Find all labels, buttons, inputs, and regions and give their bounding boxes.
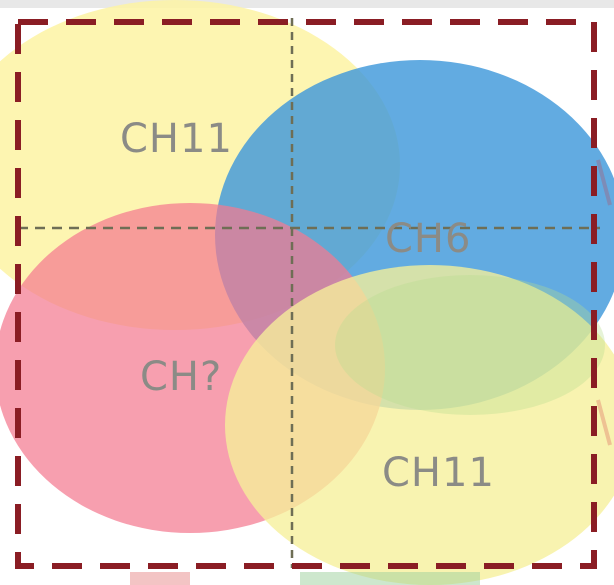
top-cropped-text bbox=[0, 0, 614, 8]
bottom-cropped-caption bbox=[130, 572, 480, 585]
label-ch-unknown: CH? bbox=[140, 354, 222, 400]
overlap-tint bbox=[335, 275, 605, 415]
label-ch6: CH6 bbox=[385, 216, 471, 262]
label-ch11-top: CH11 bbox=[120, 116, 233, 162]
ch11-bottom-cell bbox=[225, 265, 614, 585]
outer-dashed-border bbox=[15, 19, 597, 569]
right-edge-marks bbox=[596, 159, 612, 446]
label-ch11-bottom: CH11 bbox=[382, 450, 495, 496]
